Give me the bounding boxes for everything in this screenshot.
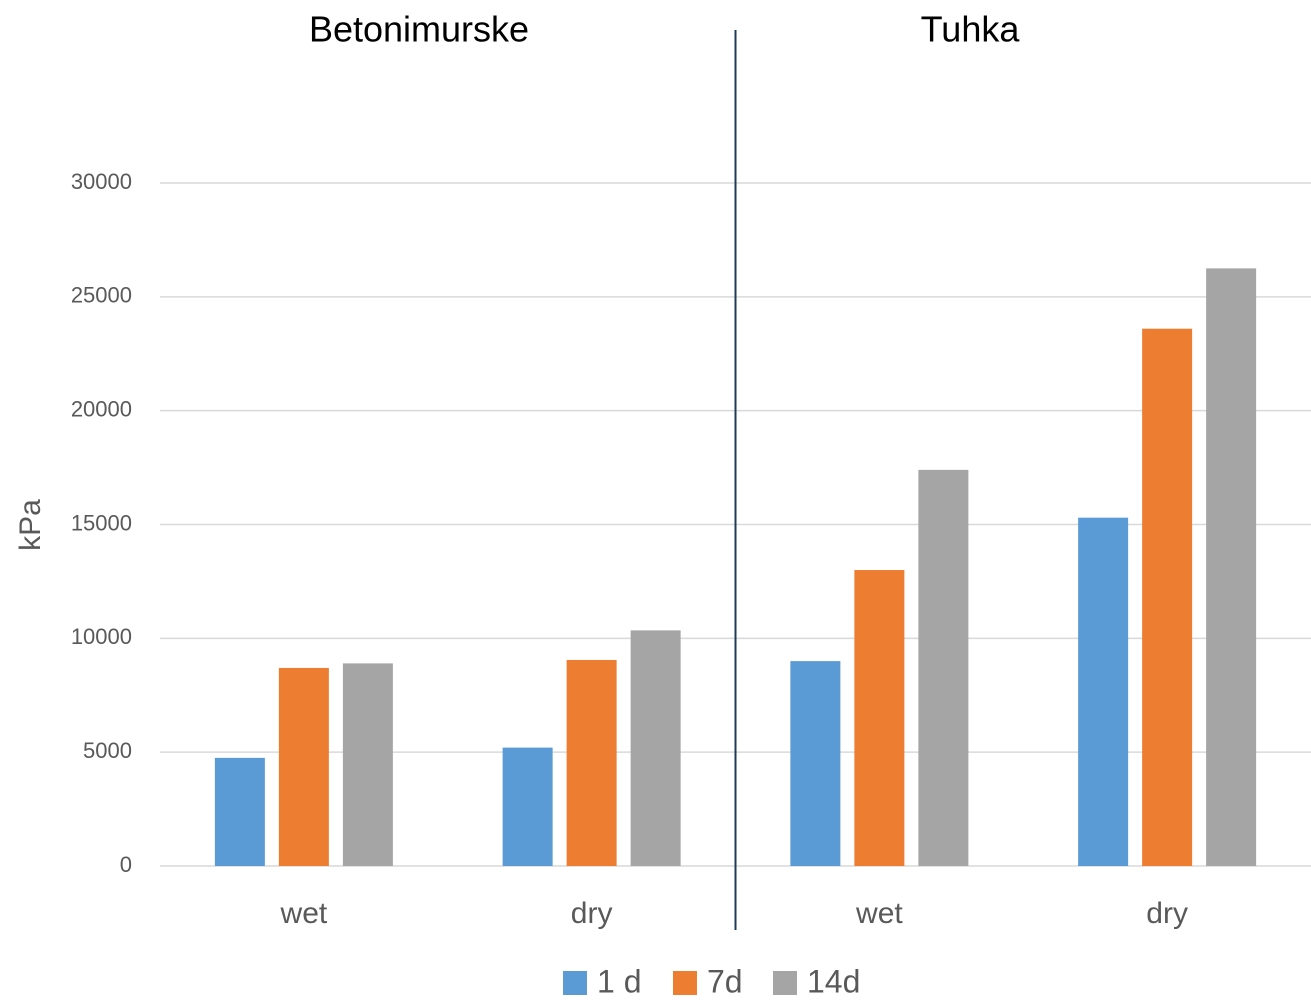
y-axis-label: kPa: [14, 499, 47, 551]
bar: [630, 630, 681, 866]
bar: [278, 667, 329, 866]
y-tick-label: 15000: [71, 510, 132, 535]
bar: [918, 469, 969, 866]
y-tick-label: 30000: [71, 169, 132, 194]
legend-swatch: [563, 971, 587, 995]
group-title: Betonimurske: [309, 9, 529, 50]
legend-swatch: [673, 971, 697, 995]
y-tick-label: 0: [120, 852, 132, 877]
x-tick-label: wet: [855, 897, 903, 930]
bar: [214, 757, 265, 866]
x-tick-label: dry: [1146, 897, 1188, 930]
bar: [342, 663, 393, 866]
y-tick-label: 10000: [71, 624, 132, 649]
bar: [854, 570, 905, 866]
legend-swatch: [773, 971, 797, 995]
legend-label: 7d: [707, 963, 743, 999]
group-title: Tuhka: [921, 9, 1021, 50]
bar: [790, 661, 841, 866]
legend-label: 1 d: [597, 963, 641, 999]
legend-label: 14d: [807, 963, 860, 999]
y-tick-label: 20000: [71, 396, 132, 421]
x-tick-label: wet: [280, 897, 328, 930]
x-tick-label: dry: [571, 897, 613, 930]
y-tick-label: 5000: [83, 738, 132, 763]
bar: [1142, 328, 1193, 866]
y-tick-label: 25000: [71, 283, 132, 308]
bar: [1206, 268, 1257, 866]
bar: [502, 747, 553, 866]
bar: [566, 659, 617, 866]
bar: [1078, 517, 1129, 866]
